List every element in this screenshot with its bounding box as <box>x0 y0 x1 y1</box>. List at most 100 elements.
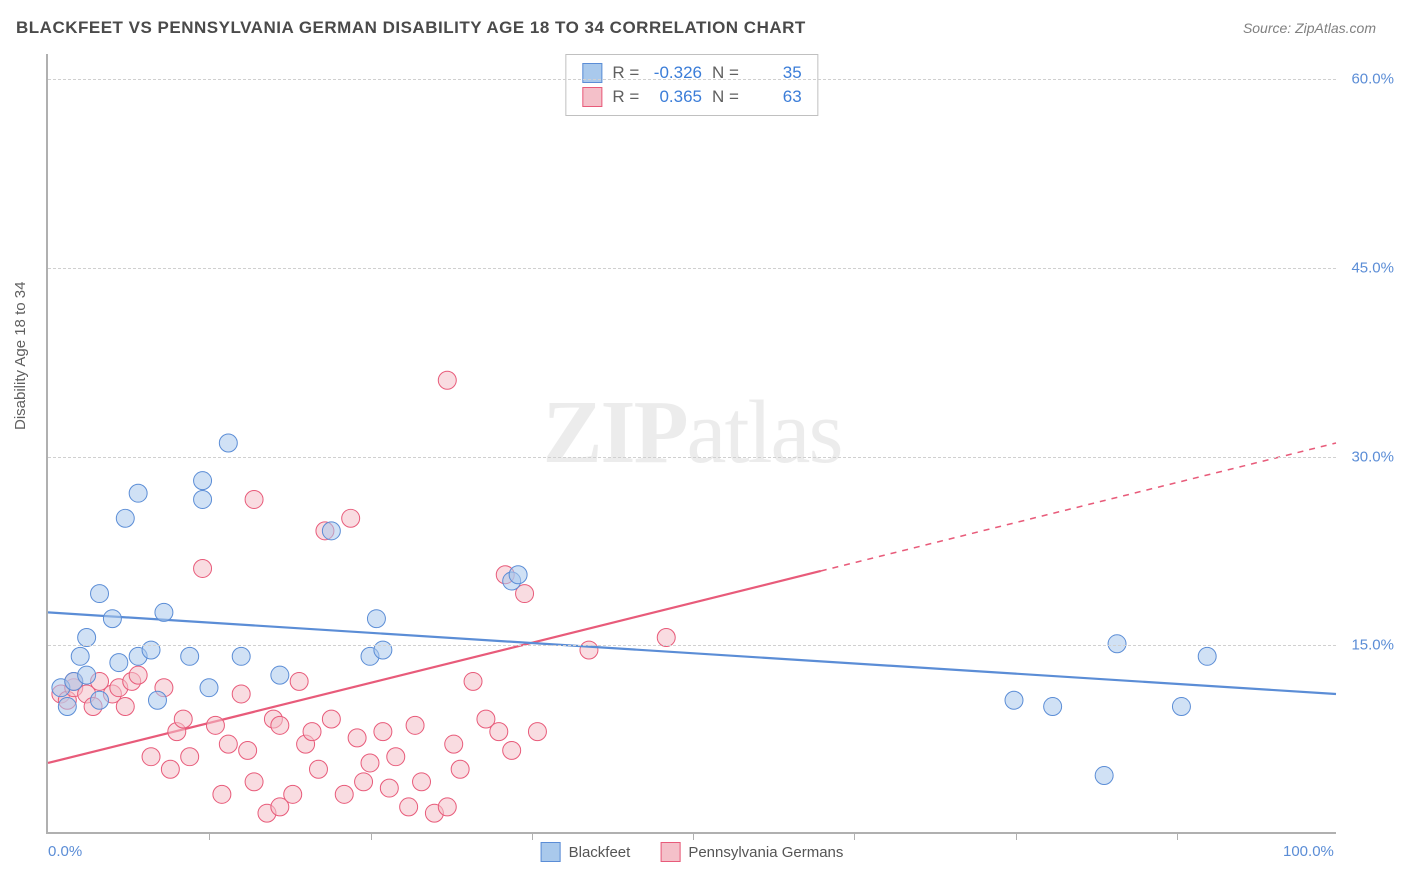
data-point-1 <box>438 371 456 389</box>
data-point-1 <box>271 716 289 734</box>
swatch-blackfeet-legend <box>541 842 561 862</box>
data-point-1 <box>464 672 482 690</box>
data-point-0 <box>58 698 76 716</box>
data-point-0 <box>142 641 160 659</box>
data-point-0 <box>1172 698 1190 716</box>
x-tick-label: 0.0% <box>48 843 82 860</box>
x-minor-tick <box>693 832 694 840</box>
x-minor-tick <box>532 832 533 840</box>
data-point-1 <box>387 748 405 766</box>
stats-row-blackfeet: R = -0.326 N = 35 <box>582 61 801 85</box>
data-point-1 <box>142 748 160 766</box>
data-point-1 <box>284 785 302 803</box>
data-point-1 <box>309 760 327 778</box>
legend-item-penn-german: Pennsylvania Germans <box>660 842 843 862</box>
x-minor-tick <box>209 832 210 840</box>
data-point-1 <box>245 490 263 508</box>
x-minor-tick <box>1016 832 1017 840</box>
legend-label-blackfeet: Blackfeet <box>569 844 631 861</box>
data-point-1 <box>503 741 521 759</box>
data-point-0 <box>194 472 212 490</box>
gridline-h <box>48 645 1336 646</box>
plot-area: ZIPatlas R = -0.326 N = 35 R = 0.365 N =… <box>46 54 1336 834</box>
data-point-0 <box>148 691 166 709</box>
data-point-0 <box>181 647 199 665</box>
data-point-0 <box>200 679 218 697</box>
data-point-0 <box>1108 635 1126 653</box>
stats-row-penn-german: R = 0.365 N = 63 <box>582 85 801 109</box>
data-point-0 <box>103 610 121 628</box>
data-point-0 <box>1005 691 1023 709</box>
data-point-1 <box>528 723 546 741</box>
data-point-1 <box>348 729 366 747</box>
legend-item-blackfeet: Blackfeet <box>541 842 631 862</box>
y-tick-label: 30.0% <box>1344 448 1394 465</box>
data-point-1 <box>438 798 456 816</box>
data-point-1 <box>322 710 340 728</box>
source-attribution: Source: ZipAtlas.com <box>1243 20 1376 36</box>
data-point-1 <box>245 773 263 791</box>
data-point-0 <box>91 585 109 603</box>
gridline-h <box>48 457 1336 458</box>
data-point-1 <box>335 785 353 803</box>
data-point-1 <box>206 716 224 734</box>
r-label: R = <box>612 87 644 106</box>
data-point-0 <box>1198 647 1216 665</box>
data-point-1 <box>181 748 199 766</box>
data-point-1 <box>580 641 598 659</box>
data-point-1 <box>400 798 418 816</box>
data-point-1 <box>303 723 321 741</box>
data-point-0 <box>194 490 212 508</box>
data-point-0 <box>78 666 96 684</box>
n-label: N = <box>712 87 744 106</box>
y-tick-label: 15.0% <box>1344 637 1394 654</box>
data-point-0 <box>71 647 89 665</box>
data-point-0 <box>367 610 385 628</box>
data-point-0 <box>322 522 340 540</box>
legend: Blackfeet Pennsylvania Germans <box>541 842 844 862</box>
x-minor-tick <box>854 832 855 840</box>
y-axis-label: Disability Age 18 to 34 <box>12 282 29 430</box>
data-point-1 <box>290 672 308 690</box>
data-point-0 <box>129 484 147 502</box>
gridline-h <box>48 268 1336 269</box>
data-point-1 <box>116 698 134 716</box>
data-point-0 <box>232 647 250 665</box>
data-point-1 <box>239 741 257 759</box>
n-value-penn-german: 63 <box>746 87 802 107</box>
legend-label-penn-german: Pennsylvania Germans <box>688 844 843 861</box>
chart-container: BLACKFEET VS PENNSYLVANIA GERMAN DISABIL… <box>0 0 1406 892</box>
data-point-0 <box>116 509 134 527</box>
data-point-1 <box>161 760 179 778</box>
chart-title: BLACKFEET VS PENNSYLVANIA GERMAN DISABIL… <box>16 18 806 38</box>
data-point-1 <box>445 735 463 753</box>
swatch-penn-german <box>582 87 602 107</box>
data-point-0 <box>219 434 237 452</box>
data-point-1 <box>657 629 675 647</box>
swatch-penn-german-legend <box>660 842 680 862</box>
data-point-1 <box>213 785 231 803</box>
data-point-0 <box>1095 767 1113 785</box>
data-point-1 <box>174 710 192 728</box>
regression-line-dashed-1 <box>821 443 1336 571</box>
data-point-1 <box>451 760 469 778</box>
data-point-1 <box>194 560 212 578</box>
x-minor-tick <box>371 832 372 840</box>
data-point-1 <box>232 685 250 703</box>
r-value-penn-german: 0.365 <box>646 87 702 107</box>
gridline-h <box>48 79 1336 80</box>
data-point-1 <box>380 779 398 797</box>
data-point-0 <box>110 654 128 672</box>
plot-svg <box>48 54 1336 832</box>
y-tick-label: 60.0% <box>1344 71 1394 88</box>
data-point-1 <box>219 735 237 753</box>
data-point-1 <box>342 509 360 527</box>
data-point-0 <box>1044 698 1062 716</box>
data-point-0 <box>78 629 96 647</box>
data-point-0 <box>91 691 109 709</box>
data-point-0 <box>155 603 173 621</box>
x-tick-label: 100.0% <box>1283 843 1334 860</box>
data-point-0 <box>374 641 392 659</box>
data-point-1 <box>374 723 392 741</box>
regression-line-1 <box>48 571 821 763</box>
